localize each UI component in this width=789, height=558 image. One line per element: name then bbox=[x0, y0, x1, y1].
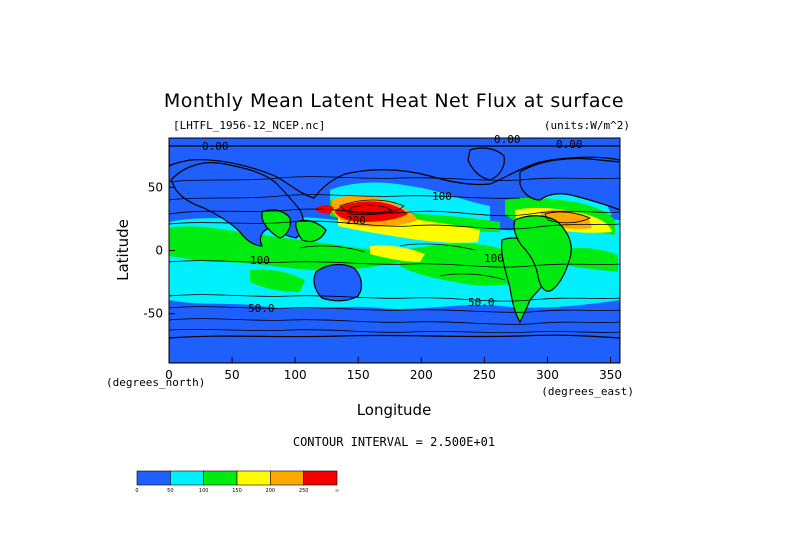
map-field bbox=[169, 138, 620, 363]
y-tick-label: 0 bbox=[155, 244, 163, 258]
x-tick-label: 100 bbox=[284, 368, 307, 382]
colorbar-tick-label: 250 bbox=[299, 488, 309, 494]
contour-interval-label: CONTOUR INTERVAL = 2.500E+01 bbox=[293, 435, 495, 449]
y-axis-label: Latitude bbox=[114, 219, 132, 281]
x-tick-label: 50 bbox=[224, 368, 239, 382]
colorbar-swatch bbox=[203, 470, 238, 486]
land-australia bbox=[313, 263, 363, 302]
chart-title: Monthly Mean Latent Heat Net Flux at sur… bbox=[164, 90, 624, 112]
x-axis-label: Longitude bbox=[357, 401, 432, 419]
field-band-100-150-f bbox=[560, 247, 618, 272]
x-tick-label: 300 bbox=[536, 368, 559, 382]
units-label: (units:W/m^2) bbox=[544, 119, 630, 132]
colorbar-swatch bbox=[236, 470, 271, 486]
contour-lines bbox=[169, 176, 620, 333]
file-label: [LHTFL_1956-12_NCEP.nc] bbox=[173, 119, 325, 132]
field-band-150-200-c bbox=[370, 245, 425, 262]
colorbar-tick-label: 100 bbox=[199, 488, 209, 494]
colorbar: 0 50 100 150 200 250 ∞ bbox=[135, 470, 339, 494]
x-tick-label: 0 bbox=[165, 368, 173, 382]
y-tick-label: 50 bbox=[148, 180, 163, 194]
contour-label: 0.00 bbox=[494, 133, 521, 146]
contour-label: 200 bbox=[346, 214, 366, 227]
colorbar-tick-label: 0 bbox=[135, 488, 138, 494]
field-band-250-300 bbox=[335, 201, 408, 222]
x-tick-label: 150 bbox=[347, 368, 370, 382]
land-eurasia bbox=[519, 157, 620, 211]
contour-label: 100 bbox=[250, 254, 270, 267]
colorbar-tick-label: 50 bbox=[167, 488, 173, 494]
colorbar-swatch bbox=[136, 470, 171, 486]
x-tick-label: 350 bbox=[599, 368, 622, 382]
colorbar-tick-label: 150 bbox=[232, 488, 242, 494]
colorbar-tick-label: ∞ bbox=[335, 488, 339, 494]
y-tick-label: -50 bbox=[143, 307, 163, 321]
field-band-100-150-b bbox=[400, 243, 530, 286]
contour-label: 50.0 bbox=[248, 302, 275, 315]
y-unit-label: (degrees_north) bbox=[106, 376, 205, 389]
x-tick-label: 250 bbox=[473, 368, 496, 382]
land-asia bbox=[169, 145, 620, 199]
colorbar-swatch bbox=[303, 470, 338, 486]
y-axis: -50 0 50 bbox=[143, 180, 175, 321]
contour-label: 50.0 bbox=[468, 296, 495, 309]
x-unit-label: (degrees_east) bbox=[541, 385, 634, 398]
colorbar-swatch bbox=[270, 470, 304, 486]
land-greenland bbox=[467, 147, 505, 181]
contour-label: 0.00 bbox=[556, 138, 583, 151]
land-antarctica bbox=[169, 334, 620, 363]
contour-label: 100 bbox=[432, 190, 452, 203]
colorbar-tick-label: 200 bbox=[266, 488, 276, 494]
colorbar-swatch bbox=[170, 470, 204, 486]
x-tick-label: 200 bbox=[410, 368, 433, 382]
field-band-100-150 bbox=[169, 226, 400, 271]
contour-label: 100 bbox=[484, 252, 504, 265]
contour-label: 0.00 bbox=[202, 140, 229, 153]
field-band-100-150-c bbox=[250, 269, 305, 292]
x-axis: 0 50 100 150 200 250 300 350 bbox=[165, 357, 622, 382]
